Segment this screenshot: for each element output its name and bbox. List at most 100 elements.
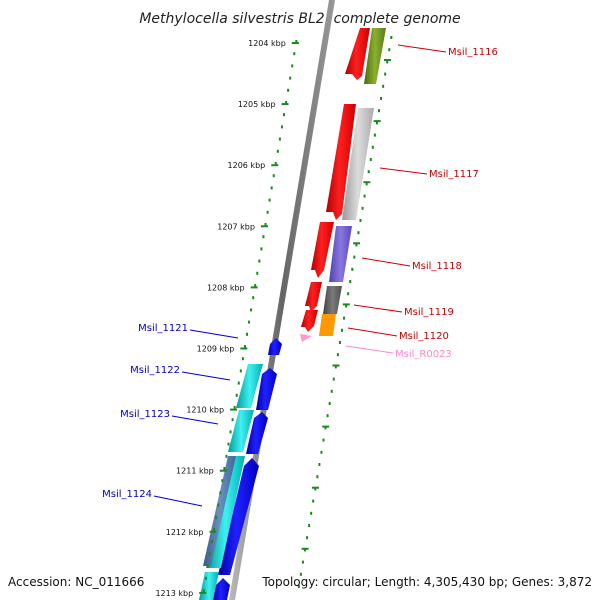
gene-arrow-msil-1120[interactable] (301, 310, 318, 332)
gene-label-right[interactable]: Msil_1118 (412, 261, 462, 272)
track-dot (353, 255, 356, 259)
gene-label-right[interactable]: Msil_1116 (448, 47, 498, 58)
gc-tick (311, 486, 319, 489)
gene-arrow-msil-1118[interactable] (311, 222, 334, 278)
leader-line (361, 257, 411, 267)
track-dot (367, 170, 370, 174)
map-title: Methylocella silvestris BL2, complete ge… (139, 11, 460, 27)
track-dot (283, 113, 286, 117)
track-dot (297, 585, 300, 588)
track-dot (270, 186, 273, 190)
forward-features (300, 28, 386, 342)
gc-tick (353, 242, 361, 245)
gene-arrow-msil-1119[interactable] (305, 282, 322, 312)
track-dot (318, 463, 321, 466)
track-dot (301, 560, 304, 564)
kbp-label: 1207 kbp (217, 222, 255, 231)
kbp-label: 1206 kbp (228, 161, 266, 170)
track-dot (239, 369, 242, 373)
track-dot (221, 479, 224, 483)
track-dot (278, 137, 281, 141)
gc-tick (383, 59, 391, 61)
track-dot (357, 231, 360, 235)
track-dot (264, 223, 267, 226)
gene-arrow-msil-r0023[interactable] (300, 334, 312, 342)
gene-arrow-msil-1116[interactable] (345, 28, 370, 80)
gene-arrow-msil-1124[interactable] (218, 458, 259, 575)
track-dot (347, 292, 350, 296)
leader-line (347, 327, 398, 337)
gene-arrow-msil-1117[interactable] (326, 104, 356, 220)
right-gene-labels: Msil_1116 Msil_1117 Msil_1118 Msil_1119 Msil… (345, 44, 498, 360)
category-bar-1123 (228, 410, 254, 452)
gene-arrow-next[interactable] (213, 578, 230, 600)
track-dot (330, 389, 333, 393)
gene-label-right[interactable]: Msil_R0023 (395, 349, 452, 360)
kbp-tick-track (199, 40, 299, 594)
track-dot (316, 475, 319, 479)
track-dot (252, 296, 255, 300)
track-dot (235, 393, 238, 397)
track-dot (312, 499, 315, 503)
track-dot (361, 206, 364, 210)
kbp-tick (230, 408, 238, 411)
reverse-features (199, 338, 282, 600)
leader-line (353, 304, 403, 313)
gene-label-right[interactable]: Msil_1119 (404, 307, 454, 318)
kbp-label: 1211 kbp (176, 467, 214, 476)
track-dot (390, 36, 393, 39)
track-dot (320, 450, 323, 454)
kbp-label: 1204 kbp (248, 39, 286, 48)
leader-line (171, 415, 219, 425)
track-dot (217, 503, 220, 507)
track-dot (208, 552, 211, 556)
track-dot (369, 158, 372, 161)
track-dot (262, 235, 265, 239)
track-dot (211, 540, 214, 544)
kbp-tick (250, 286, 258, 289)
kbp-label: 1208 kbp (207, 283, 245, 292)
track-dot (382, 84, 385, 88)
leader-line (189, 329, 239, 339)
kbp-tick (240, 347, 248, 350)
kbp-label: 1209 kbp (197, 345, 235, 354)
gene-label-right[interactable]: Msil_1120 (399, 331, 449, 342)
leader-line (379, 167, 428, 175)
kbp-tick (291, 42, 299, 44)
kbp-label: 1210 kbp (186, 406, 224, 415)
track-dot (246, 332, 249, 336)
track-dot (334, 365, 337, 369)
gene-arrow-msil-1121[interactable] (268, 338, 282, 355)
track-dot (285, 101, 288, 104)
gene-label-left[interactable]: Msil_1124 (102, 489, 152, 500)
track-dot (204, 576, 207, 580)
track-dot (355, 243, 358, 247)
gene-label-left[interactable]: Msil_1121 (138, 323, 188, 334)
track-dot (256, 271, 259, 275)
track-dot (254, 284, 257, 287)
gc-tick (301, 547, 309, 550)
category-bar-1122 (236, 364, 263, 408)
track-dot (258, 259, 261, 263)
track-dot (375, 121, 378, 125)
track-dot (248, 320, 251, 324)
track-dot (266, 210, 269, 214)
gene-label-left[interactable]: Msil_1122 (130, 365, 180, 376)
track-dot (328, 402, 331, 405)
category-bar-1124-secondary (203, 456, 236, 566)
gene-arrow-msil-1122[interactable] (256, 368, 277, 410)
leader-line (181, 371, 231, 381)
category-bar-1117 (342, 108, 374, 220)
gc-tick (373, 120, 381, 123)
track-dot (322, 438, 325, 442)
track-dot (243, 345, 246, 348)
track-dot (291, 64, 294, 68)
gene-label-left[interactable]: Msil_1123 (120, 409, 170, 420)
track-dot (388, 48, 391, 52)
gc-tick (342, 303, 350, 306)
gene-label-right[interactable]: Msil_1117 (429, 169, 479, 180)
gene-arrow-msil-1123[interactable] (246, 412, 268, 454)
leader-line (397, 44, 447, 53)
track-dot (229, 430, 232, 434)
